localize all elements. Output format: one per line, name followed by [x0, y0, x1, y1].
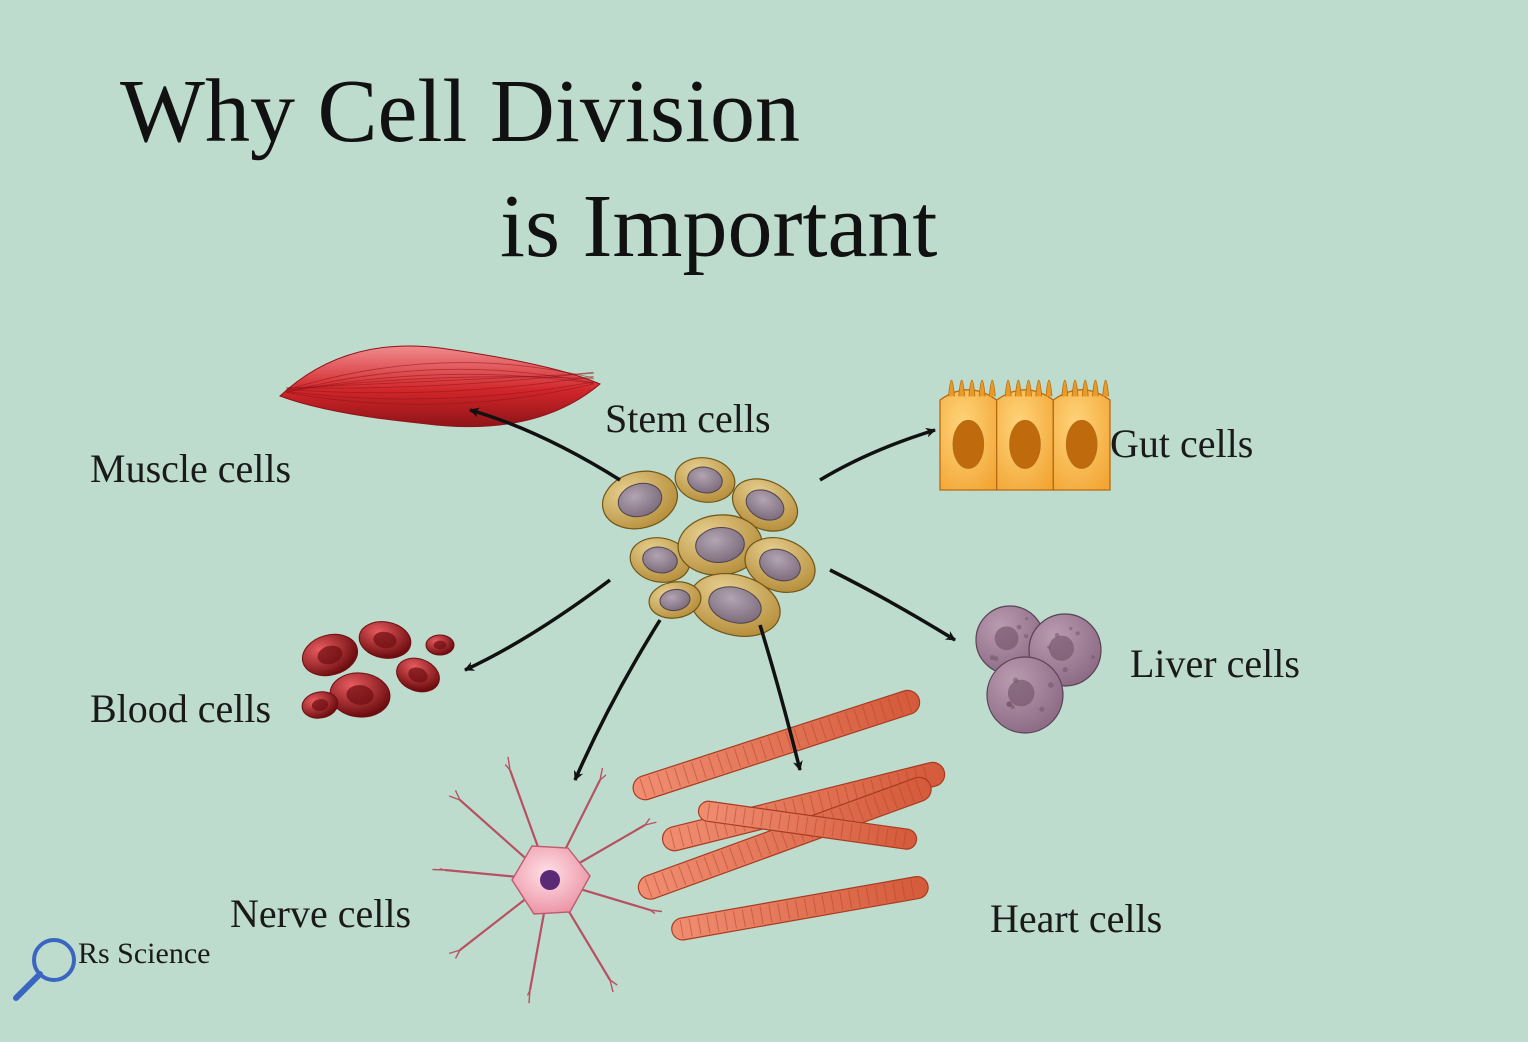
label-nerve-cells: Nerve cells [230, 890, 411, 937]
nerve-cells-icon [432, 757, 662, 1003]
label-liver-cells: Liver cells [1130, 640, 1300, 687]
liver-cells-icon [976, 606, 1101, 733]
logo-magnifier-handle [16, 974, 40, 998]
stem-cell-cluster [596, 453, 823, 646]
label-gut-cells: Gut cells [1110, 420, 1253, 467]
arrow-to-blood [465, 580, 610, 670]
blood-cells-icon [298, 618, 454, 721]
muscle-cells-icon [280, 346, 600, 427]
infographic-canvas: Why Cell Division is Important [0, 0, 1528, 1042]
label-muscle-cells: Muscle cells [90, 445, 291, 492]
diagram-svg [0, 0, 1528, 1042]
arrow-to-liver [830, 570, 955, 640]
logo-text: Rs Science [78, 937, 210, 971]
label-heart-cells: Heart cells [990, 895, 1162, 942]
arrow-to-gut [820, 430, 935, 480]
arrow-to-nerve [575, 620, 660, 780]
label-stem-cells: Stem cells [605, 395, 771, 442]
gut-cells-icon [940, 380, 1110, 490]
label-blood-cells: Blood cells [90, 685, 271, 732]
